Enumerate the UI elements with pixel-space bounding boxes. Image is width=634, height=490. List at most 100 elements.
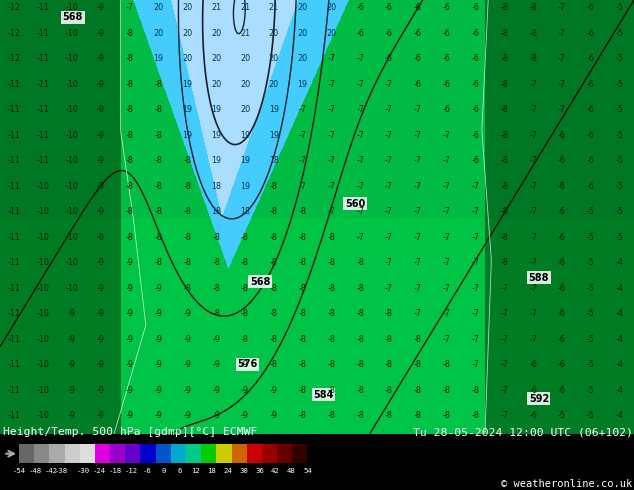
- Text: -11: -11: [8, 309, 21, 318]
- Text: -7: -7: [385, 233, 393, 242]
- Text: -7: -7: [385, 80, 393, 89]
- Text: -9: -9: [241, 411, 249, 420]
- Text: -6: -6: [558, 360, 566, 369]
- Text: -8: -8: [241, 284, 249, 293]
- Text: 18: 18: [211, 207, 221, 216]
- Text: 20: 20: [182, 54, 192, 63]
- Text: -6: -6: [558, 258, 566, 267]
- Text: -5: -5: [616, 80, 624, 89]
- Text: 19: 19: [297, 80, 307, 89]
- Text: -9: -9: [126, 284, 134, 293]
- Text: 18: 18: [269, 156, 279, 165]
- Text: -6: -6: [558, 335, 566, 344]
- Text: -11: -11: [8, 335, 21, 344]
- Text: -6: -6: [472, 131, 479, 140]
- Text: -9: -9: [183, 309, 191, 318]
- Text: -8: -8: [212, 284, 220, 293]
- Bar: [231, 444, 247, 463]
- Text: -8: -8: [500, 28, 508, 38]
- Text: -5: -5: [587, 207, 595, 216]
- Text: -8: -8: [126, 54, 134, 63]
- Text: -6: -6: [443, 54, 451, 63]
- Text: -11: -11: [8, 131, 21, 140]
- Text: -5: -5: [587, 360, 595, 369]
- Text: -7: -7: [443, 131, 451, 140]
- Text: -7: -7: [385, 207, 393, 216]
- Text: 20: 20: [297, 3, 307, 12]
- Text: -9: -9: [68, 335, 76, 344]
- Text: -9: -9: [155, 309, 162, 318]
- Text: -8: -8: [443, 411, 451, 420]
- Text: -7: -7: [500, 386, 508, 395]
- Text: -6: -6: [414, 54, 422, 63]
- Text: -5: -5: [587, 309, 595, 318]
- Text: -7: -7: [529, 258, 537, 267]
- Text: -6: -6: [414, 28, 422, 38]
- Text: 20: 20: [211, 54, 221, 63]
- Text: -10: -10: [37, 309, 49, 318]
- Text: -5: -5: [616, 156, 624, 165]
- Text: -11: -11: [37, 156, 49, 165]
- Text: 20: 20: [182, 28, 192, 38]
- Text: -10: -10: [65, 156, 79, 165]
- Text: -10: -10: [65, 131, 79, 140]
- Text: -11: -11: [8, 182, 21, 191]
- Text: -7: -7: [443, 335, 451, 344]
- Text: -9: -9: [126, 411, 134, 420]
- Text: -8: -8: [270, 284, 278, 293]
- Text: -7: -7: [558, 28, 566, 38]
- Text: -8: -8: [500, 182, 508, 191]
- Text: -10: -10: [65, 233, 79, 242]
- Text: -6: -6: [414, 80, 422, 89]
- Text: -6: -6: [558, 309, 566, 318]
- Text: -10: -10: [37, 233, 49, 242]
- Text: -7: -7: [414, 105, 422, 114]
- Text: 19: 19: [269, 131, 279, 140]
- Text: -7: -7: [472, 284, 479, 293]
- Text: -7: -7: [414, 258, 422, 267]
- Text: -8: -8: [529, 28, 537, 38]
- Text: -8: -8: [500, 3, 508, 12]
- Text: -8: -8: [183, 284, 191, 293]
- Text: -4: -4: [616, 411, 623, 420]
- Text: -7: -7: [443, 258, 451, 267]
- Text: -9: -9: [97, 360, 105, 369]
- Text: -11: -11: [8, 233, 21, 242]
- Text: -9: -9: [183, 335, 191, 344]
- Text: Tu 28-05-2024 12:00 UTC (06+102): Tu 28-05-2024 12:00 UTC (06+102): [413, 427, 633, 437]
- Text: -7: -7: [327, 182, 335, 191]
- Text: -5: -5: [616, 28, 624, 38]
- Text: 21: 21: [240, 3, 250, 12]
- Text: 588: 588: [529, 272, 549, 283]
- Text: -9: -9: [97, 131, 105, 140]
- Text: -7: -7: [529, 156, 537, 165]
- Text: -9: -9: [155, 335, 162, 344]
- Text: -11: -11: [8, 360, 21, 369]
- Text: -8: -8: [155, 182, 162, 191]
- Text: -11: -11: [8, 284, 21, 293]
- Text: -7: -7: [472, 360, 479, 369]
- Text: -8: -8: [155, 156, 162, 165]
- Text: -7: -7: [472, 233, 479, 242]
- Text: -6: -6: [558, 284, 566, 293]
- Text: -8: -8: [241, 258, 249, 267]
- Text: -6: -6: [529, 386, 537, 395]
- Text: -8: -8: [500, 233, 508, 242]
- Text: -5: -5: [616, 207, 624, 216]
- Text: -9: -9: [97, 54, 105, 63]
- Text: -6: -6: [558, 233, 566, 242]
- Text: -6: -6: [472, 3, 479, 12]
- Text: -11: -11: [8, 80, 21, 89]
- Text: -7: -7: [500, 309, 508, 318]
- Text: -8: -8: [299, 284, 306, 293]
- Text: -6: -6: [472, 156, 479, 165]
- Bar: [171, 444, 186, 463]
- Text: -7: -7: [356, 156, 364, 165]
- Text: -7: -7: [443, 284, 451, 293]
- Text: -10: -10: [37, 258, 49, 267]
- Text: -8: -8: [270, 335, 278, 344]
- Text: -7: -7: [529, 105, 537, 114]
- Bar: [95, 444, 110, 463]
- Text: -9: -9: [97, 233, 105, 242]
- Text: -8: -8: [126, 156, 134, 165]
